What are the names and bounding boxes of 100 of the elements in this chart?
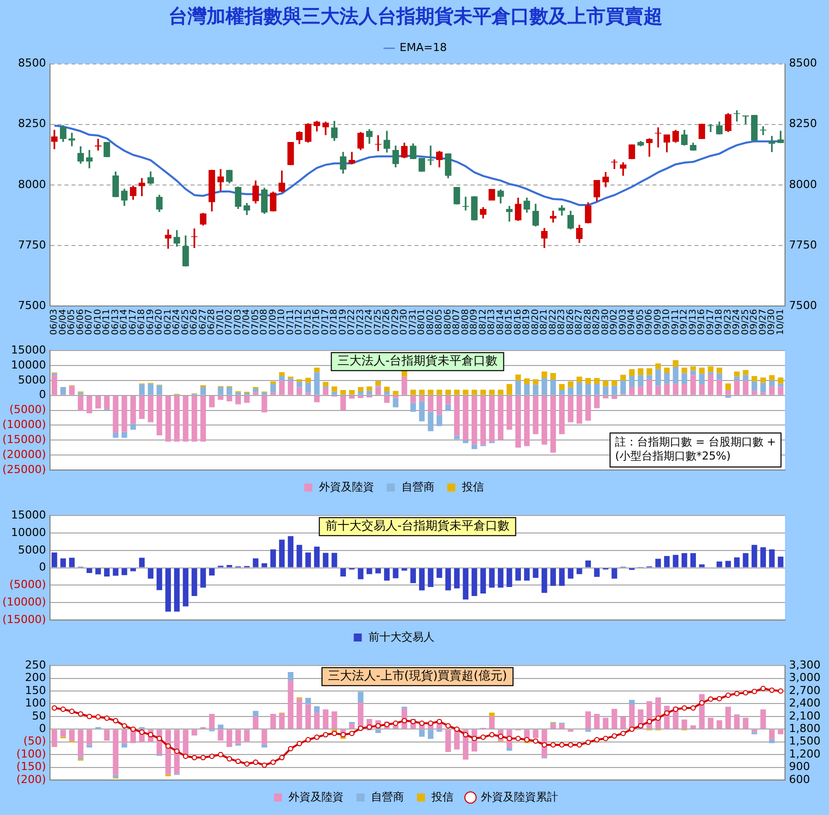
y-tick-label: 100	[25, 696, 46, 710]
x-tick-label: 08/22	[548, 309, 558, 335]
x-tick-label: 07/29	[390, 308, 401, 335]
x-tick-label: 07/18	[330, 308, 340, 335]
y-tick-label: 5000	[18, 543, 46, 556]
chart-title: 三大法人-上市(現貨)買賣超(億元)	[328, 668, 508, 683]
x-tick-label: 07/31	[408, 309, 418, 335]
y2-tick-label: 7500	[789, 298, 817, 312]
x-tick-label: 07/30	[400, 308, 410, 335]
y2-tick-label: 3,000	[789, 671, 820, 684]
x-tick-label: 07/19	[338, 308, 348, 335]
y-tick-label: 15000	[11, 343, 46, 356]
y2-tick-label: 7750	[789, 238, 817, 252]
y-tick-label: 8250	[18, 117, 46, 130]
legend-label: 外資及陸資累計	[481, 790, 558, 804]
x-tick-label: 06/25	[180, 309, 191, 335]
x-tick-label: 09/24	[732, 308, 742, 335]
x-tick-label: 07/01	[216, 309, 226, 335]
legend-label: 自營商	[401, 480, 434, 494]
y-tick-label: 250	[25, 658, 46, 672]
y2-tick-label: 900	[789, 760, 810, 774]
y2-tick-label: 600	[789, 772, 810, 786]
y2-tick-label: 2,100	[789, 709, 820, 722]
x-tick-label: 08/16	[513, 308, 524, 335]
x-tick-label: 08/13	[487, 309, 498, 335]
x-tick-label: 09/03	[618, 309, 628, 335]
y2-tick-label: 1,200	[789, 747, 820, 760]
x-tick-label: 06/17	[128, 309, 138, 335]
y-tick-label: 7500	[18, 298, 46, 312]
x-tick-label: 08/05	[434, 309, 445, 335]
y-tick-label: 0	[39, 560, 46, 574]
chart-title: 三大法人-台指期貨未平倉口數	[337, 354, 498, 368]
x-tick-label: 09/27	[758, 309, 768, 335]
x-tick-label: 08/20	[530, 308, 541, 335]
x-tick-label: 07/12	[294, 309, 305, 335]
y-tick-label: 0	[39, 722, 46, 736]
x-tick-label: 07/10	[277, 308, 288, 335]
y-tick-label: 150	[25, 684, 46, 697]
y2-tick-label: 2,700	[789, 684, 820, 697]
y-tick-label: (50)	[23, 734, 46, 748]
x-tick-label: 07/11	[286, 309, 296, 335]
legend-label: 投信	[430, 790, 454, 804]
y-tick-label: (5000)	[9, 403, 46, 416]
x-tick-label: 09/12	[680, 309, 690, 335]
x-tick-label: 07/02	[224, 309, 235, 335]
x-tick-label: 06/28	[207, 308, 218, 335]
chart-title: 前十大交易人-台指期貨未平倉口數	[325, 518, 510, 533]
x-tick-label: 06/14	[120, 308, 130, 335]
annotation: 註：台指期口數 = 台股期口數 + (小型台指期口數*25%)	[615, 435, 776, 462]
x-tick-label: 08/15	[504, 309, 515, 335]
y-tick-label: (20000)	[2, 448, 46, 461]
x-tick-label: 07/23	[356, 309, 366, 335]
y-tick-label: (200)	[16, 772, 46, 786]
y2-tick-label: 8500	[789, 56, 817, 70]
y-tick-label: (15000)	[2, 612, 46, 626]
x-tick-label: 09/30	[767, 308, 778, 335]
y-tick-label: 50	[32, 709, 46, 722]
y-tick-label: 0	[39, 388, 46, 402]
x-tick-label: 08/23	[557, 309, 568, 335]
x-tick-label: 08/14	[496, 308, 506, 335]
x-tick-label: 06/27	[198, 309, 208, 335]
x-tick-label: 08/01	[417, 309, 428, 335]
y-tick-label: (150)	[16, 760, 46, 774]
x-tick-label: 07/16	[312, 308, 322, 335]
y-tick-label: (15000)	[2, 433, 46, 446]
x-tick-label: 08/26	[566, 308, 576, 335]
x-tick-label: 08/07	[452, 309, 462, 335]
x-tick-label: 08/06	[443, 308, 454, 335]
x-tick-label: 06/21	[163, 309, 174, 335]
chart-title: 台灣加權指數與三大法人台指期貨未平倉口數及上市買賣超	[168, 5, 662, 28]
y-tick-label: 15000	[11, 508, 46, 522]
x-tick-label: 09/05	[636, 309, 646, 335]
x-tick-label: 09/09	[653, 308, 664, 335]
x-tick-label: 08/09	[470, 308, 480, 335]
x-tick-label: 09/16	[697, 308, 708, 335]
legend-label: 自營商	[371, 790, 404, 804]
x-tick-label: 06/04	[58, 308, 68, 335]
x-tick-label: 08/28	[583, 308, 594, 335]
x-tick-label: 09/18	[714, 308, 725, 335]
y-tick-label: 10000	[11, 358, 46, 372]
x-tick-label: 06/03	[50, 309, 60, 335]
y-tick-label: 8000	[18, 178, 46, 191]
y-tick-label: (10000)	[2, 418, 46, 432]
x-tick-label: 08/12	[478, 309, 488, 335]
x-tick-label: 07/04	[242, 308, 252, 335]
x-tick-label: 06/07	[84, 309, 95, 335]
legend-label: 外資及陸資	[288, 790, 344, 804]
x-tick-label: 07/25	[373, 309, 384, 335]
y-tick-label: 8500	[18, 56, 46, 70]
y-tick-label: 10000	[11, 526, 46, 539]
x-tick-label: 09/06	[644, 308, 655, 335]
legend-label: 前十大交易人	[368, 630, 434, 644]
x-tick-label: 08/19	[522, 308, 532, 335]
x-tick-label: 09/17	[706, 309, 716, 335]
legend-label: EMA=18	[400, 41, 447, 54]
x-tick-label: 07/22	[347, 309, 358, 335]
x-tick-label: 06/11	[102, 309, 112, 335]
y-tick-label: (100)	[16, 747, 46, 760]
x-tick-label: 06/19	[146, 308, 156, 335]
x-tick-label: 09/04	[627, 308, 638, 335]
